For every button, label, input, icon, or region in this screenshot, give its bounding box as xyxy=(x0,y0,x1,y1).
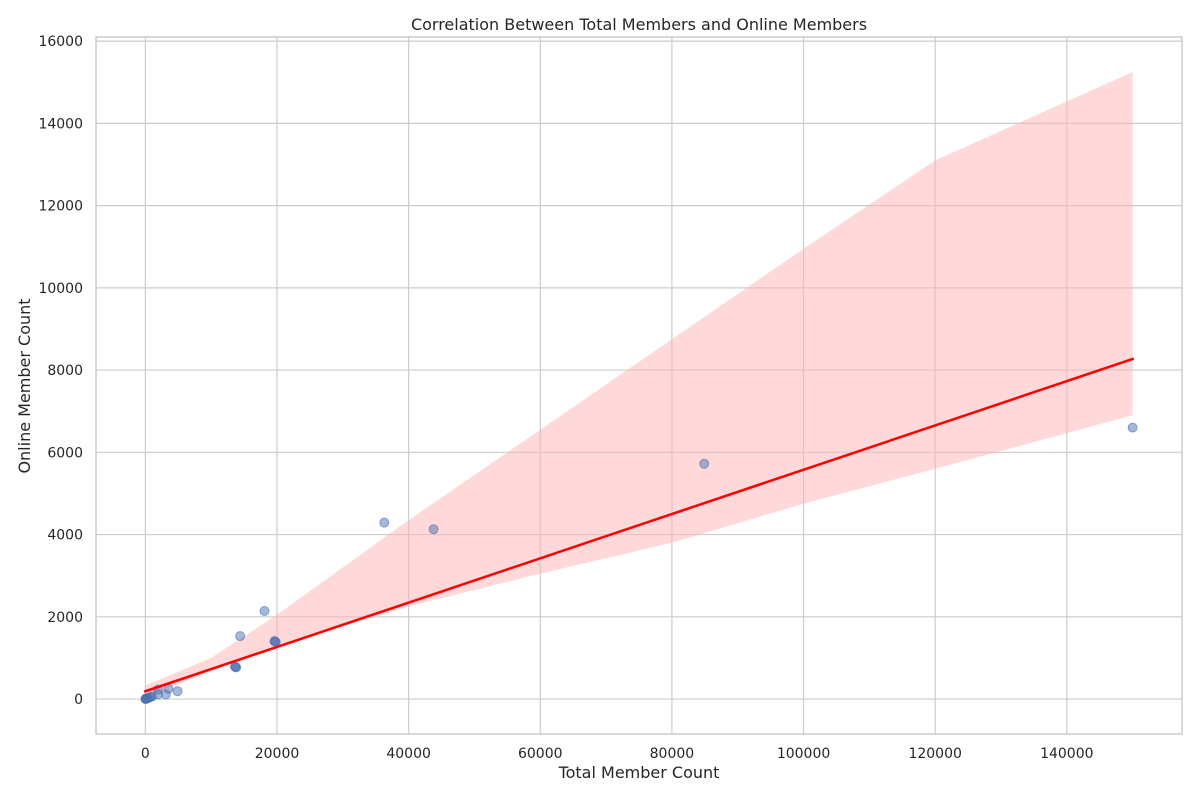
x-tick-label-0: 0 xyxy=(141,746,150,762)
y-tick-label-0: 0 xyxy=(74,692,83,708)
y-tick-label-3: 6000 xyxy=(47,445,83,461)
data-point-17 xyxy=(235,631,246,642)
x-tick-label-6: 120000 xyxy=(908,746,961,762)
x-tick-label-3: 60000 xyxy=(518,746,563,762)
x-tick-label-7: 140000 xyxy=(1040,746,1093,762)
x-tick-label-2: 40000 xyxy=(386,746,431,762)
regression-line xyxy=(143,357,1135,693)
confidence-band xyxy=(145,72,1133,697)
axes-frame xyxy=(95,36,1183,735)
y-tick-label-5: 10000 xyxy=(38,281,83,297)
x-tick-label-5: 100000 xyxy=(777,746,830,762)
data-point-18 xyxy=(259,606,270,616)
data-point-13 xyxy=(172,686,183,697)
data-point-25 xyxy=(1127,422,1138,433)
y-tick-label-1: 2000 xyxy=(47,610,83,626)
x-axis-label: Total Member Count xyxy=(558,763,720,782)
y-tick-label-4: 8000 xyxy=(47,363,83,379)
y-tick-label-2: 4000 xyxy=(47,528,83,544)
data-point-16 xyxy=(231,662,242,673)
y-axis-label: Online Member Count xyxy=(15,298,34,473)
data-point-24 xyxy=(699,458,710,469)
y-tick-label-6: 12000 xyxy=(38,199,83,215)
x-tick-label-4: 80000 xyxy=(650,746,695,762)
y-tick-label-8: 16000 xyxy=(38,34,83,50)
data-point-22 xyxy=(379,517,390,528)
chart-title: Correlation Between Total Members and On… xyxy=(411,15,867,34)
y-tick-label-7: 14000 xyxy=(38,116,83,132)
data-point-23 xyxy=(428,524,439,535)
x-tick-label-1: 20000 xyxy=(255,746,300,762)
